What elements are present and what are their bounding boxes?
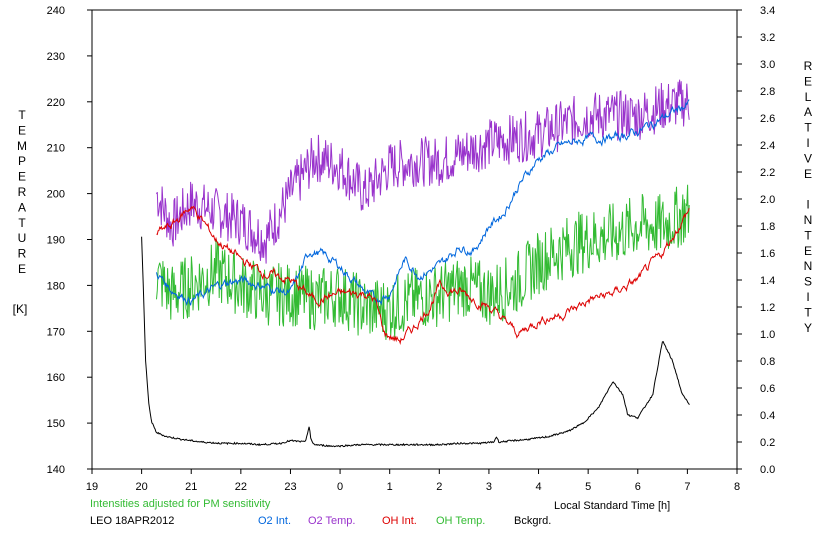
series-line: [156, 99, 690, 306]
y-left-title-letter: E: [18, 262, 26, 276]
y-right-tick-label: 1.2: [760, 302, 775, 314]
y-right-tick-label: 3.4: [760, 5, 775, 17]
y-left-title-letter: T: [18, 108, 26, 122]
y-right-tick-label: 1.8: [760, 221, 775, 233]
series-line: [156, 205, 690, 345]
y-right-tick-label: 1.4: [760, 275, 775, 287]
y-left-title-letter: E: [18, 170, 26, 184]
y-right-tick-label: 2.0: [760, 194, 775, 206]
x-axis-title: Local Standard Time [h]: [554, 500, 671, 512]
y-right-title-letter: I: [806, 136, 809, 150]
y-left-tick-label: 180: [47, 280, 65, 292]
x-tick-label: 7: [684, 481, 690, 493]
y-left-title-letter: U: [18, 231, 27, 245]
y-left-tick-label: 220: [47, 97, 65, 109]
x-tick-label: 20: [135, 481, 147, 493]
x-tick-label: 1: [387, 481, 393, 493]
y-right-title-letter: Y: [804, 321, 812, 335]
y-right-tick-label: 0.8: [760, 356, 775, 368]
legend-oh-temp: OH Temp.: [436, 515, 486, 527]
x-tick-label: 2: [436, 481, 442, 493]
y-left-tick-label: 210: [47, 143, 65, 155]
intensity-note: Intensities adjusted for PM sensitivity: [90, 498, 271, 510]
y-right-title-letter: I: [806, 198, 809, 212]
x-tick-label: 22: [235, 481, 247, 493]
x-tick-label: 4: [535, 481, 541, 493]
y-right-title-letter: N: [804, 213, 813, 227]
series-line: [141, 236, 690, 448]
y-left-tick-label: 230: [47, 51, 65, 63]
legend-o2-int: O2 Int.: [258, 515, 292, 527]
y-right-title-letter: E: [804, 244, 812, 258]
y-right-title-letter: S: [804, 275, 812, 289]
y-right-tick-label: 1.0: [760, 329, 775, 341]
y-left-tick-label: 240: [47, 5, 65, 17]
y-left-title-letter: T: [18, 216, 26, 230]
y-right-title-letter: L: [805, 90, 812, 104]
x-tick-label: 23: [284, 481, 296, 493]
y-right-tick-label: 2.6: [760, 113, 775, 125]
legend-bckgrd: Bckgrd.: [514, 515, 552, 527]
y-left-title-letter: P: [18, 154, 26, 168]
y-left-title-unit: [K]: [13, 302, 28, 316]
series-line: [156, 79, 690, 264]
x-tick-label: 3: [486, 481, 492, 493]
y-right-tick-label: 1.6: [760, 248, 775, 260]
y-left-title-letter: R: [18, 247, 27, 261]
y-left-tick-label: 140: [47, 464, 65, 476]
x-tick-label: 5: [585, 481, 591, 493]
y-right-tick-label: 3.2: [760, 32, 775, 44]
y-right-tick-label: 3.0: [760, 59, 775, 71]
y-right-tick-label: 0.4: [760, 410, 775, 422]
y-right-tick-label: 2.8: [760, 86, 775, 98]
series-line: [156, 184, 690, 340]
x-tick-label: 0: [337, 481, 343, 493]
y-right-title-letter: R: [804, 59, 813, 73]
y-right-title-letter: A: [804, 105, 812, 119]
legend-o2-temp: O2 Temp.: [308, 515, 356, 527]
y-right-title-letter: E: [804, 167, 812, 181]
x-tick-label: 19: [86, 481, 98, 493]
y-right-title-letter: T: [804, 121, 812, 135]
y-left-tick-label: 170: [47, 326, 65, 338]
y-left-tick-label: 190: [47, 235, 65, 247]
y-right-tick-label: 2.4: [760, 140, 775, 152]
y-right-tick-label: 2.2: [760, 167, 775, 179]
station-label: LEO 18APR2012: [90, 515, 175, 527]
y-right-title-letter: N: [804, 259, 813, 273]
plot-frame: [91, 9, 738, 470]
y-right-tick-label: 0.6: [760, 383, 775, 395]
legend-oh-int: OH Int.: [382, 515, 417, 527]
y-right-title-letter: T: [804, 228, 812, 242]
y-left-tick-label: 160: [47, 372, 65, 384]
y-right-title-letter: E: [804, 74, 812, 88]
y-right-tick-label: 0.0: [760, 464, 775, 476]
y-left-title-letter: R: [18, 185, 27, 199]
y-right-tick-label: 0.2: [760, 437, 775, 449]
y-right-title-letter: T: [804, 305, 812, 319]
y-left-title-letter: E: [18, 123, 26, 137]
y-left-title-letter: A: [18, 200, 26, 214]
y-left-tick-label: 200: [47, 189, 65, 201]
y-right-title-letter: V: [804, 151, 812, 165]
y-left-tick-label: 150: [47, 418, 65, 430]
x-tick-label: 8: [734, 481, 740, 493]
x-tick-label: 6: [635, 481, 641, 493]
y-right-title-letter: I: [806, 290, 809, 304]
x-tick-label: 21: [185, 481, 197, 493]
y-left-title-letter: M: [17, 139, 27, 153]
